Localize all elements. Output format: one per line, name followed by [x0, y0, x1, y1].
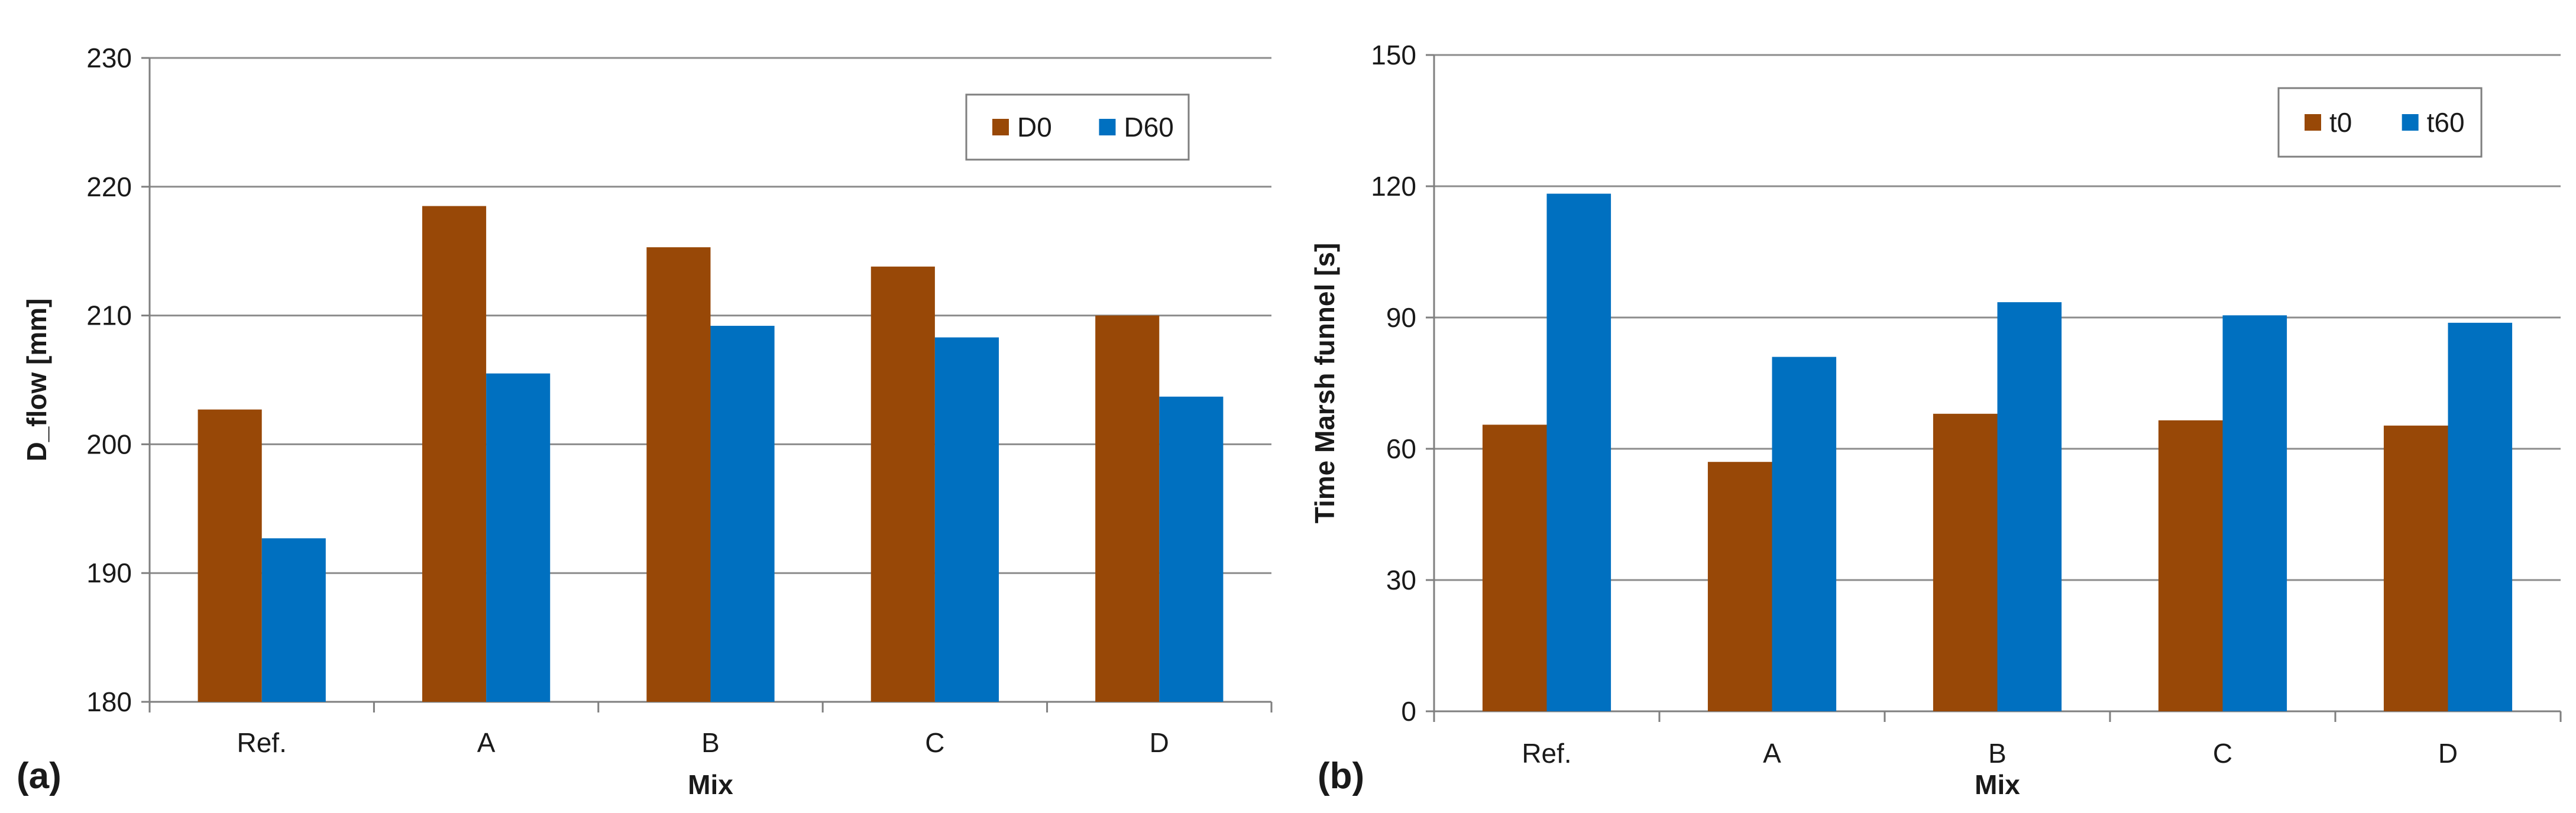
- y-tick-label: 210: [86, 300, 132, 331]
- legend-label-d0: D0: [1017, 112, 1052, 142]
- bar-d0-4: [1095, 315, 1160, 702]
- x-tick-label: D: [2438, 738, 2458, 769]
- bar-t60-1: [1772, 357, 1837, 711]
- y-axis-title: D_flow [mm]: [21, 299, 52, 462]
- legend-swatch-t0: [2305, 114, 2321, 131]
- legend-swatch-t60: [2402, 114, 2419, 131]
- x-tick-label: D: [1150, 727, 1169, 758]
- y-tick-label: 60: [1386, 433, 1416, 464]
- y-tick-label: 90: [1386, 302, 1416, 333]
- bar-t0-0: [1482, 425, 1547, 711]
- x-tick-label: B: [1988, 738, 2007, 769]
- y-tick-label: 190: [86, 558, 132, 588]
- x-tick-label: A: [477, 727, 496, 758]
- y-tick-label: 0: [1401, 696, 1416, 727]
- y-axis-title: Time Marsh funnel [s]: [1309, 243, 1340, 524]
- x-tick-label: Ref.: [237, 727, 287, 758]
- legend-swatch-d0: [992, 119, 1009, 135]
- bar-d60-3: [934, 337, 999, 702]
- bar-d0-3: [870, 266, 935, 702]
- bar-d60-4: [1159, 396, 1224, 702]
- legend-label-t60: t60: [2427, 107, 2465, 138]
- chart-panel-0: 180 190 200 210 220 230 Ref. A B C D Mix D_flow [mm]…: [17, 43, 1273, 800]
- y-tick-label: 200: [86, 429, 132, 459]
- bar-t0-4: [2383, 425, 2448, 711]
- y-tick-label: 230: [86, 43, 132, 73]
- panel-label: (a): [17, 756, 62, 796]
- x-tick-label: Ref.: [1522, 738, 1571, 769]
- x-tick-label: A: [1763, 738, 1781, 769]
- bar-t60-0: [1546, 193, 1611, 712]
- bar-d60-0: [261, 538, 326, 702]
- chart-panel-1: 0 30 60 90 120 150 Ref. A B C D Mix Time Marsh funne…: [1309, 40, 2562, 800]
- bar-t0-3: [2158, 420, 2223, 711]
- bar-d60-2: [710, 326, 775, 702]
- x-axis-title: Mix: [688, 769, 733, 800]
- y-tick-label: 120: [1371, 171, 1416, 202]
- y-tick-label: 180: [86, 686, 132, 717]
- legend: D0 D60: [965, 93, 1190, 161]
- legend-swatch-d60: [1099, 119, 1116, 135]
- bar-t0-1: [1707, 462, 1772, 711]
- bar-d0-1: [422, 206, 487, 702]
- legend-label-t0: t0: [2329, 107, 2352, 138]
- bar-d0-0: [198, 409, 262, 702]
- y-tick-label: 150: [1371, 40, 1416, 70]
- bar-d0-2: [646, 247, 711, 702]
- bar-t60-4: [2448, 322, 2513, 711]
- x-tick-label: C: [2213, 738, 2232, 769]
- x-axis-title: Mix: [1975, 769, 2020, 800]
- x-tick-label: C: [925, 727, 944, 758]
- panel-label: (b): [1318, 756, 1364, 796]
- bar-t60-2: [1997, 302, 2062, 712]
- legend: t0 t60: [2277, 87, 2483, 158]
- x-tick-label: B: [701, 727, 720, 758]
- bar-d60-1: [486, 373, 551, 702]
- bar-t0-2: [1933, 413, 1998, 711]
- legend-label-d60: D60: [1124, 112, 1173, 142]
- bar-t60-3: [2222, 315, 2287, 711]
- y-tick-label: 30: [1386, 565, 1416, 595]
- y-tick-label: 220: [86, 171, 132, 202]
